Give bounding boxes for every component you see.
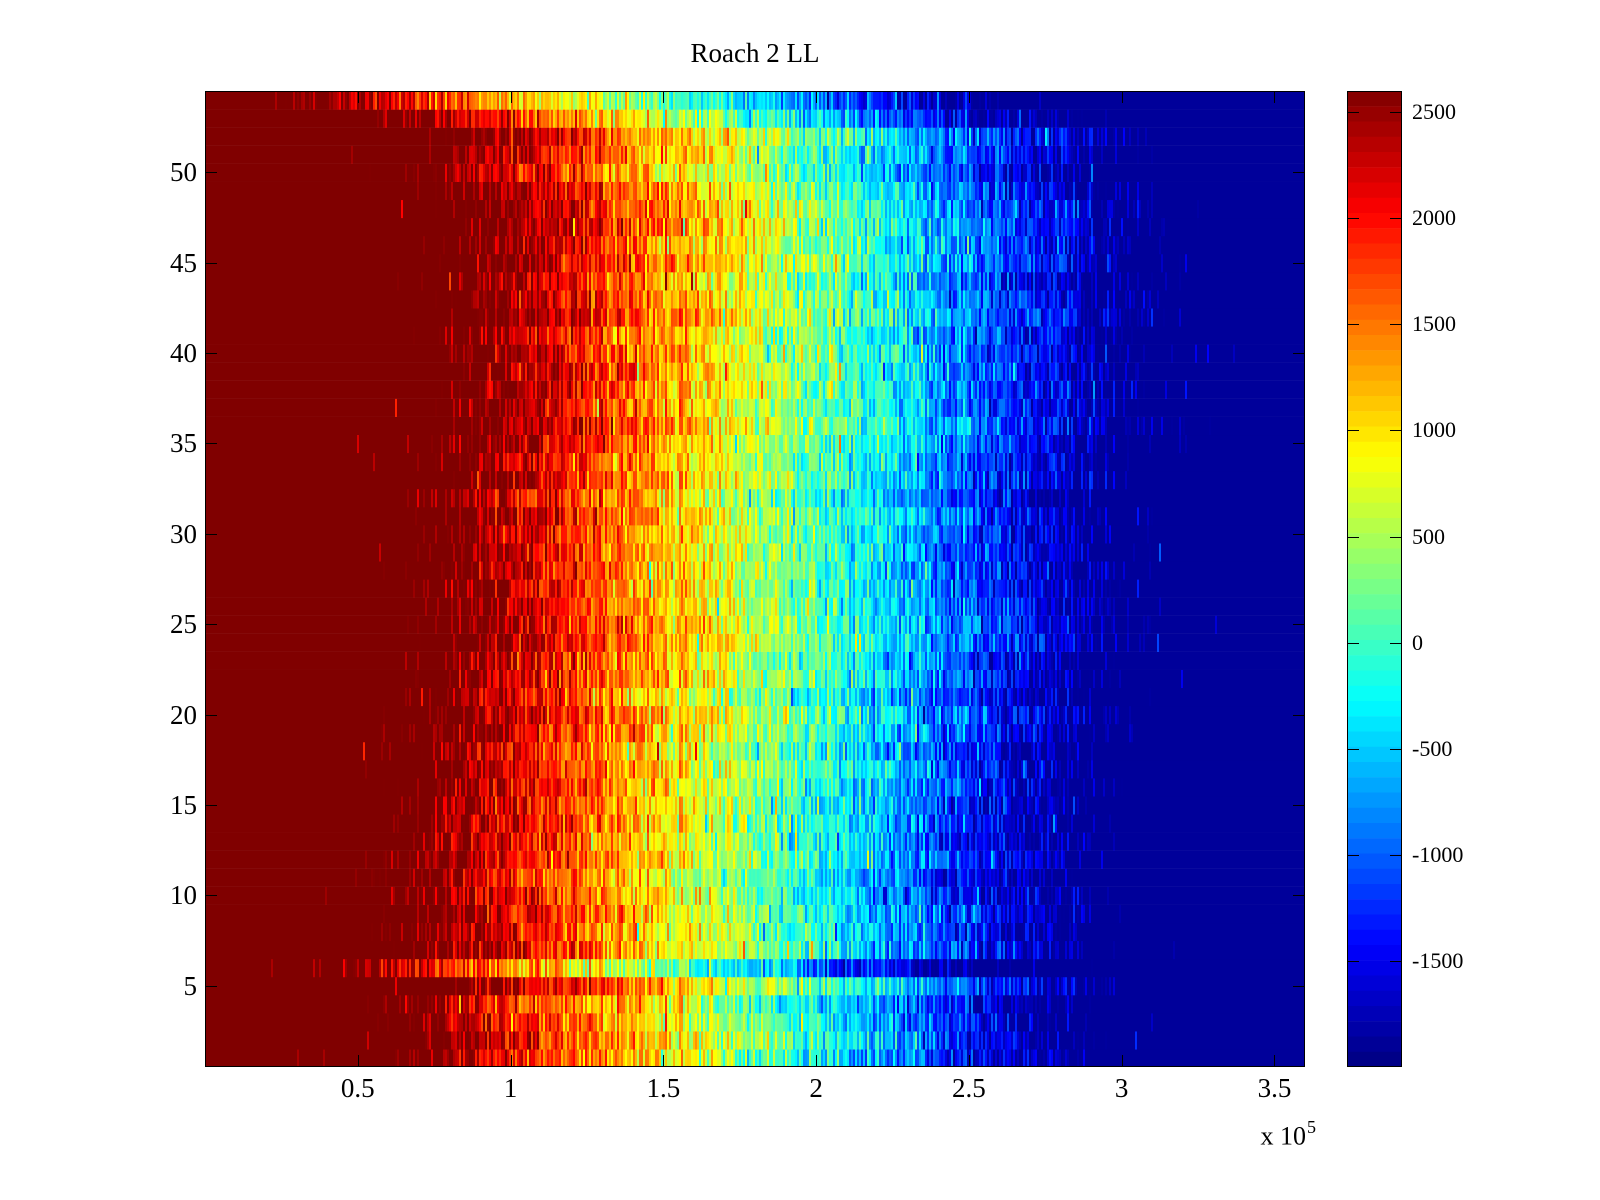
colorbar-tick-label: 1000 (1412, 417, 1456, 443)
colorbar-tick-label: -500 (1412, 735, 1453, 761)
y-tick-label: 50 (170, 157, 197, 188)
exponent-value: 5 (1307, 1117, 1316, 1137)
colorbar-tick-label: 0 (1412, 629, 1423, 655)
y-tick-label: 25 (170, 609, 197, 640)
colorbar-tick-label: 500 (1412, 523, 1445, 549)
x-tick-label: 2.5 (952, 1073, 986, 1103)
y-tick-label: 30 (170, 518, 197, 549)
x-axis-exponent-label: x 105 (1225, 1112, 1317, 1151)
colorbar-tick-label: 2500 (1412, 99, 1456, 125)
colorbar-tick-label: 1500 (1412, 311, 1456, 337)
x-tick-label: 0.5 (340, 1073, 375, 1103)
colorbar-tick-label: -1500 (1412, 947, 1464, 973)
colorbar-tick-label: 2000 (1412, 205, 1456, 231)
y-tick-label: 45 (170, 247, 197, 278)
x-tick-label: 2 (809, 1073, 823, 1103)
exponent-prefix: x 10 (1260, 1121, 1307, 1151)
x-tick-label: 3 (1114, 1073, 1129, 1103)
y-tick-label: 35 (170, 428, 197, 459)
y-tick-label: 15 (170, 789, 197, 820)
x-tick-label: 1 (503, 1073, 518, 1103)
y-tick-label: 5 (183, 970, 198, 1001)
y-tick-label: 20 (170, 699, 197, 730)
x-tick-label: 1.5 (646, 1073, 681, 1103)
heatmap-canvas (205, 91, 1305, 1067)
y-tick-label: 40 (170, 338, 197, 369)
x-tick-label: 3.5 (1257, 1073, 1292, 1103)
plot-title: Roach 2 LL (690, 38, 820, 68)
colorbar-canvas (1347, 91, 1402, 1067)
y-tick-label: 10 (170, 880, 197, 911)
colorbar-tick-label: -1000 (1412, 841, 1464, 867)
